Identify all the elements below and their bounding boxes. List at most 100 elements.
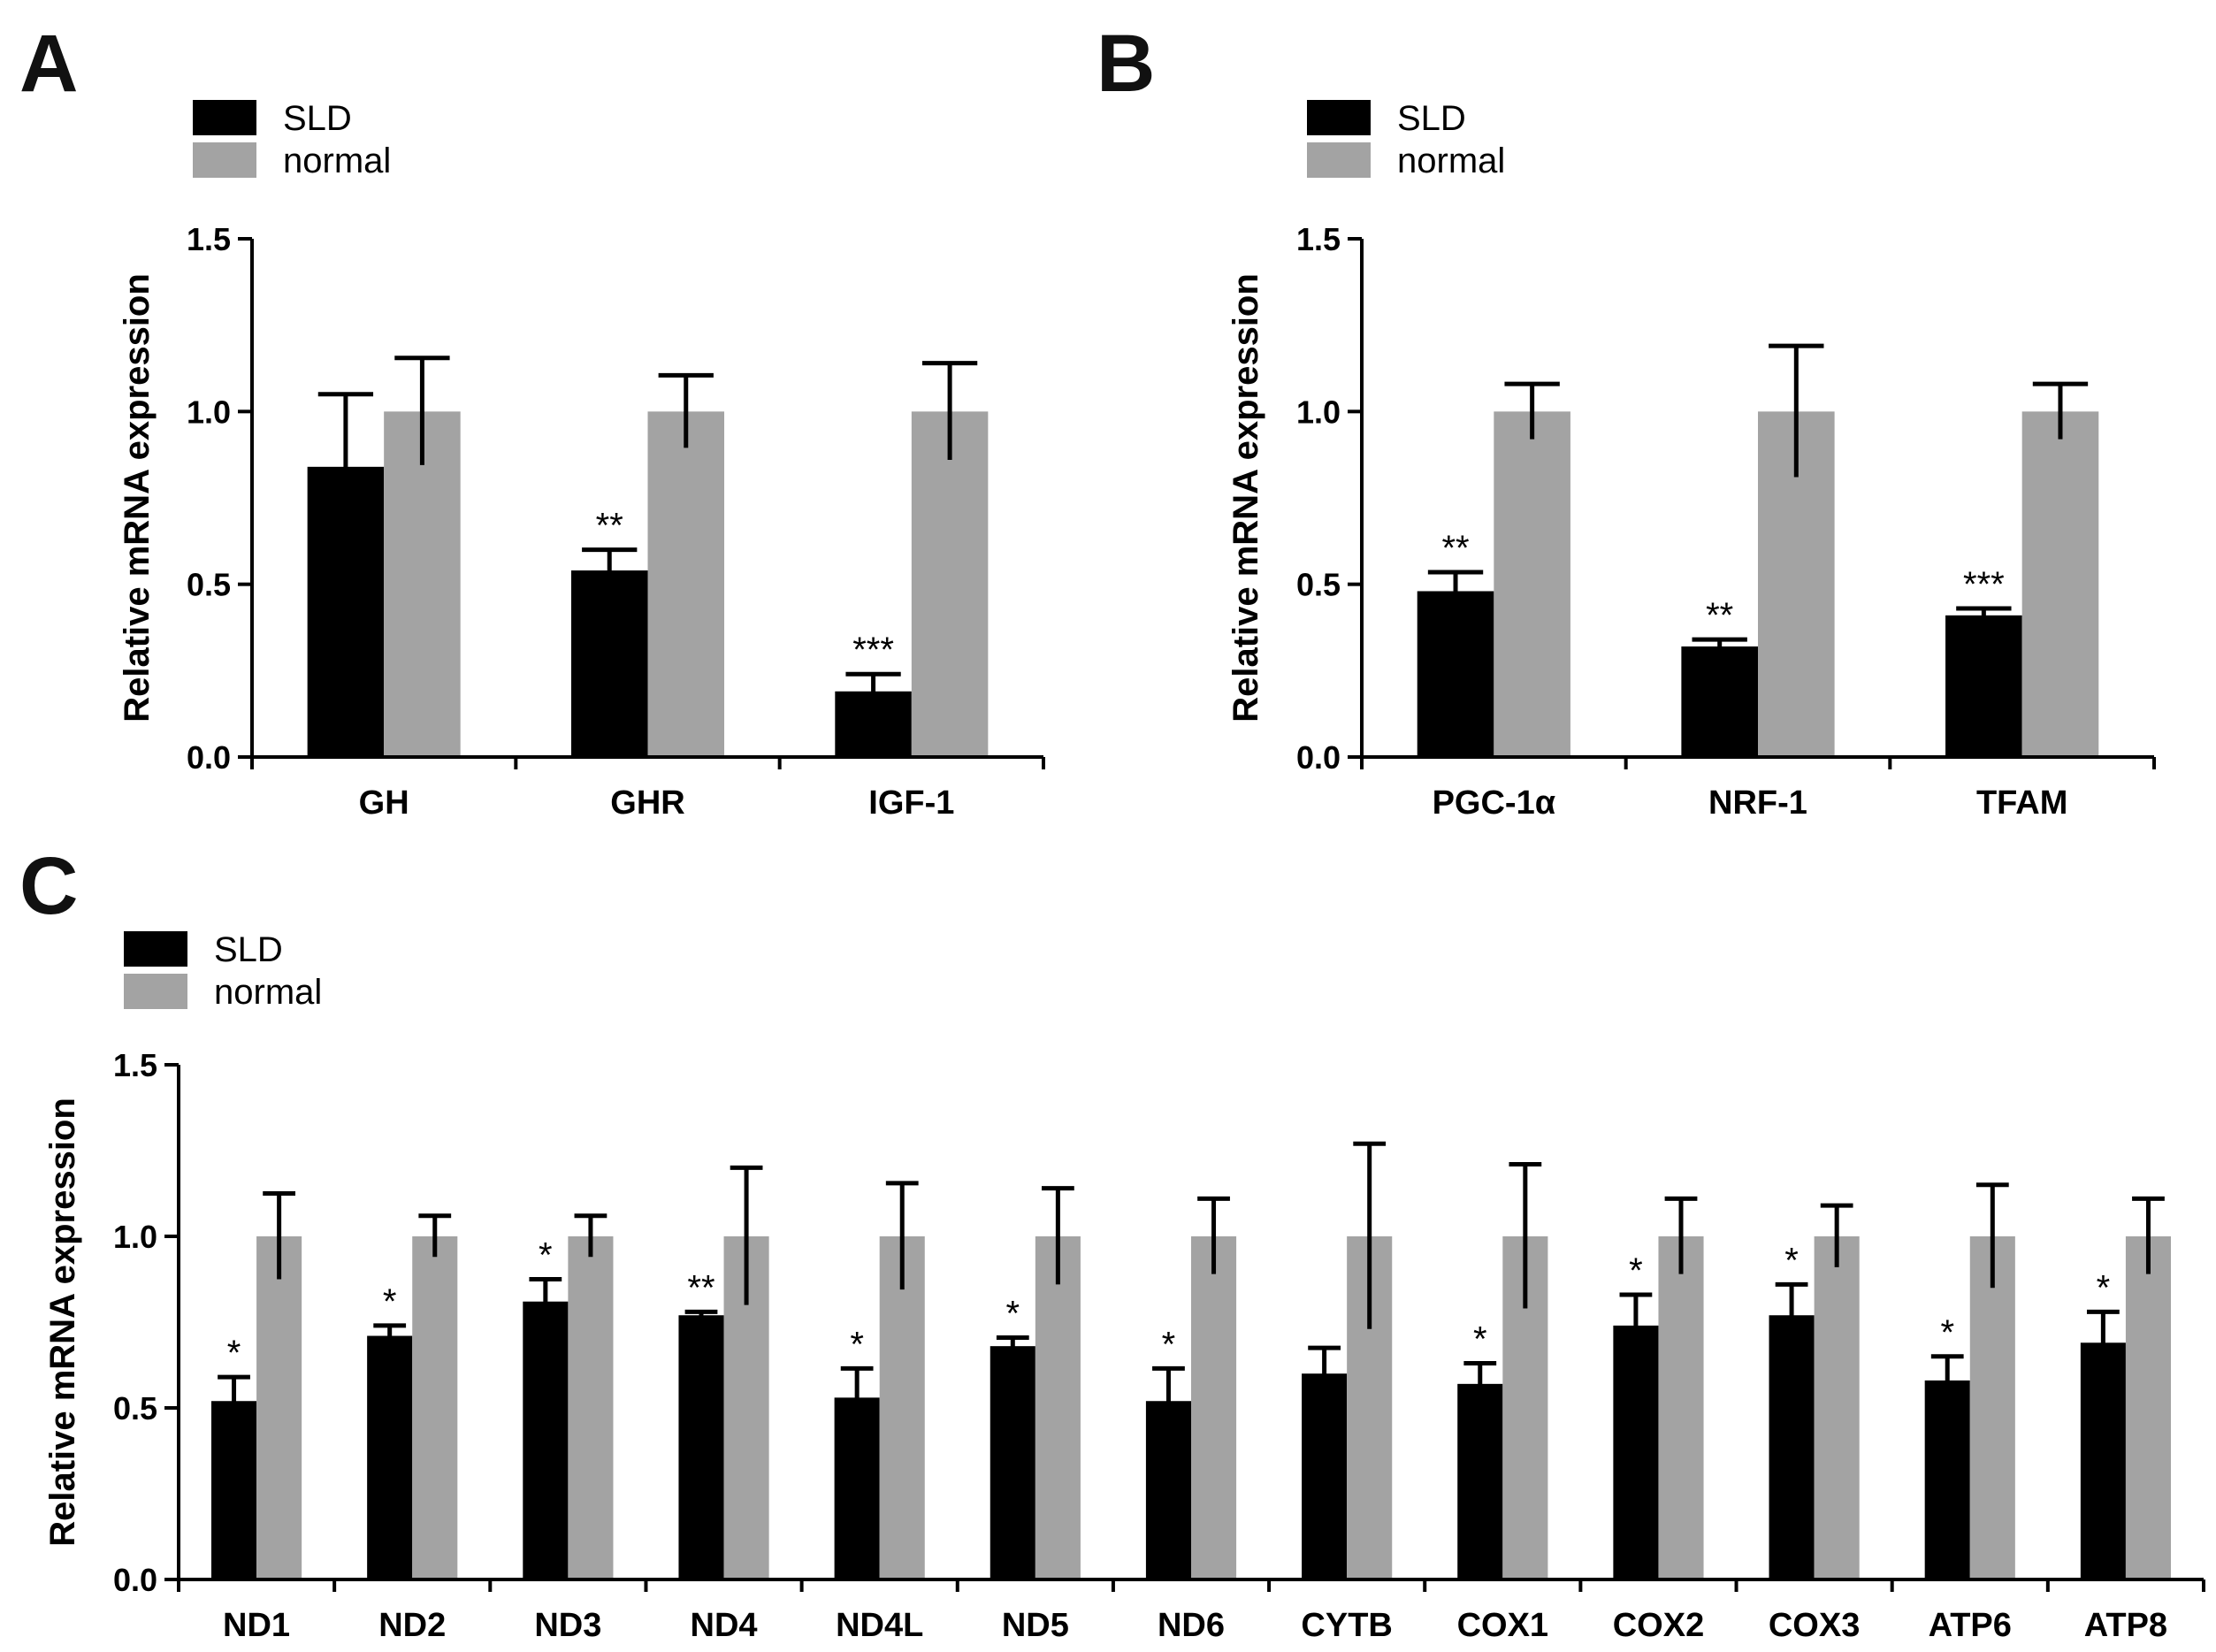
- x-tick-label-cytb: CYTB: [1301, 1607, 1392, 1644]
- legend-label-sld: SLD: [283, 99, 352, 138]
- bar-sld-nd1: [210, 1401, 257, 1579]
- bar-normal-nd6: [1191, 1236, 1237, 1579]
- bar-sld-nd5: [990, 1346, 1035, 1579]
- significance-mark-cox1: *: [1473, 1320, 1487, 1359]
- bar-normal-ghr: [647, 411, 725, 757]
- x-tick-label-cox2: COX2: [1613, 1607, 1704, 1644]
- legend-label-normal: normal: [1397, 141, 1505, 180]
- bar-sld-nrf-1: [1681, 646, 1758, 757]
- bar-normal-atp6: [1969, 1236, 2015, 1579]
- significance-mark-nd3: *: [539, 1236, 553, 1275]
- significance-mark-igf-1: ***: [852, 631, 894, 669]
- bar-normal-igf-1: [911, 411, 989, 757]
- bar-normal-nd2: [412, 1236, 458, 1579]
- significance-mark-pgc-1α: **: [1441, 529, 1469, 568]
- legend-label-sld: SLD: [1397, 99, 1466, 138]
- bar-sld-cytb: [1302, 1373, 1348, 1579]
- y-tick-label: 1.0: [1296, 394, 1341, 430]
- x-tick-label-cox1: COX1: [1457, 1607, 1548, 1644]
- bar-sld-atp6: [1924, 1380, 1970, 1579]
- legend-label-normal: normal: [283, 141, 391, 180]
- panel-label-a: A: [19, 19, 79, 109]
- bar-sld-nd4: [678, 1315, 724, 1579]
- significance-mark-nd5: *: [1006, 1294, 1020, 1333]
- bar-normal-nd3: [568, 1236, 614, 1579]
- bar-sld-cox1: [1457, 1383, 1503, 1579]
- chart-c: *ND1*ND2*ND3**ND4*ND4L*ND5*ND6 CYTB*COX1*…: [43, 930, 2205, 1644]
- x-tick-label-nrf-1: NRF-1: [1708, 784, 1807, 822]
- significance-mark-atp6: *: [1940, 1313, 1954, 1352]
- bar-sld-nd4l: [834, 1397, 880, 1579]
- bar-normal-gh: [384, 411, 461, 757]
- panel-label-b: B: [1097, 19, 1156, 109]
- significance-mark-nd4: **: [687, 1268, 714, 1307]
- x-tick-label-nd3: ND3: [534, 1607, 601, 1644]
- bar-normal-pgc-1α: [1494, 411, 1570, 757]
- x-tick-label-atp8: ATP8: [2084, 1607, 2167, 1644]
- bar-sld-atp8: [2080, 1342, 2126, 1579]
- y-tick-label: 1.5: [187, 221, 231, 257]
- y-tick-label: 0.5: [113, 1390, 157, 1426]
- x-tick-label-nd6: ND6: [1158, 1607, 1225, 1644]
- y-axis-label: Relative mRNA expression: [43, 1098, 82, 1547]
- y-tick-label: 1.5: [1296, 221, 1341, 257]
- bar-normal-nd1: [256, 1236, 302, 1579]
- y-tick-label: 0.0: [113, 1562, 157, 1598]
- bar-sld-cox2: [1613, 1325, 1659, 1579]
- y-tick-label: 0.0: [1296, 739, 1341, 776]
- x-tick-label-nd2: ND2: [378, 1607, 446, 1644]
- bar-normal-tfam: [2021, 411, 2099, 757]
- chart-b: ** PGC-1α ** NRF-1 *** TFAM 0.0 0.5 1.0 1.5 Relati…: [1226, 99, 2156, 822]
- x-tick-label-nd4l: ND4L: [836, 1607, 923, 1644]
- legend-swatch-normal: [1307, 142, 1371, 178]
- bar-sld-nd2: [367, 1335, 413, 1579]
- significance-mark-atp8: *: [2097, 1268, 2111, 1307]
- x-tick-label-ghr: GHR: [610, 784, 684, 822]
- y-tick-label: 0.5: [187, 567, 231, 603]
- y-tick-label: 0.0: [187, 739, 231, 776]
- x-tick-label-nd1: ND1: [223, 1607, 290, 1644]
- panel-label-c: C: [19, 841, 79, 931]
- y-tick-label: 1.0: [113, 1219, 157, 1255]
- legend-swatch-sld: [124, 931, 187, 967]
- y-tick-label: 0.5: [1296, 567, 1341, 603]
- bar-normal-cox2: [1658, 1236, 1704, 1579]
- significance-mark-nd1: *: [227, 1334, 241, 1373]
- x-tick-label-nd4: ND4: [691, 1607, 758, 1644]
- legend-swatch-normal: [124, 974, 187, 1009]
- y-axis-label: Relative mRNA expression: [1226, 273, 1265, 723]
- x-tick-label-atp6: ATP6: [1929, 1607, 2012, 1644]
- bar-sld-cox3: [1769, 1315, 1815, 1579]
- legend-swatch-sld: [1307, 100, 1371, 135]
- legend-swatch-sld: [193, 100, 256, 135]
- y-tick-label: 1.0: [187, 394, 231, 430]
- significance-mark-tfam: ***: [1963, 565, 2005, 604]
- significance-mark-cox3: *: [1784, 1241, 1799, 1280]
- bar-sld-ghr: [570, 570, 648, 757]
- bar-normal-cox3: [1814, 1236, 1860, 1579]
- x-tick-label-igf-1: IGF-1: [868, 784, 954, 822]
- bar-normal-nd5: [1035, 1236, 1081, 1579]
- x-tick-label-cox3: COX3: [1769, 1607, 1860, 1644]
- legend-label-normal: normal: [214, 973, 322, 1012]
- bar-sld-tfam: [1945, 615, 2022, 757]
- significance-mark-nd6: *: [1162, 1325, 1176, 1364]
- bar-normal-atp8: [2125, 1236, 2172, 1579]
- significance-mark-nrf-1: **: [1706, 596, 1733, 635]
- x-tick-label-nd5: ND5: [1002, 1607, 1069, 1644]
- bar-sld-pgc-1α: [1417, 591, 1494, 757]
- bar-sld-nd3: [523, 1301, 569, 1579]
- x-tick-label-gh: GH: [359, 784, 409, 822]
- x-tick-label-pgc-1α: PGC-1α: [1433, 784, 1556, 822]
- significance-mark-cox2: *: [1629, 1251, 1643, 1290]
- x-tick-label-tfam: TFAM: [1976, 784, 2067, 822]
- bar-normal-nd4l: [879, 1236, 925, 1579]
- significance-mark-nd2: *: [383, 1282, 397, 1321]
- significance-mark-ghr: **: [596, 507, 623, 546]
- y-tick-label: 1.5: [113, 1047, 157, 1083]
- y-axis-label: Relative mRNA expression: [118, 273, 157, 723]
- legend-label-sld: SLD: [214, 930, 283, 969]
- significance-mark-nd4l: *: [850, 1325, 864, 1364]
- chart-a: GH ** GHR *** IGF-1 0.0 0.5 1.0 1.5 Relative mRNA…: [118, 99, 1045, 822]
